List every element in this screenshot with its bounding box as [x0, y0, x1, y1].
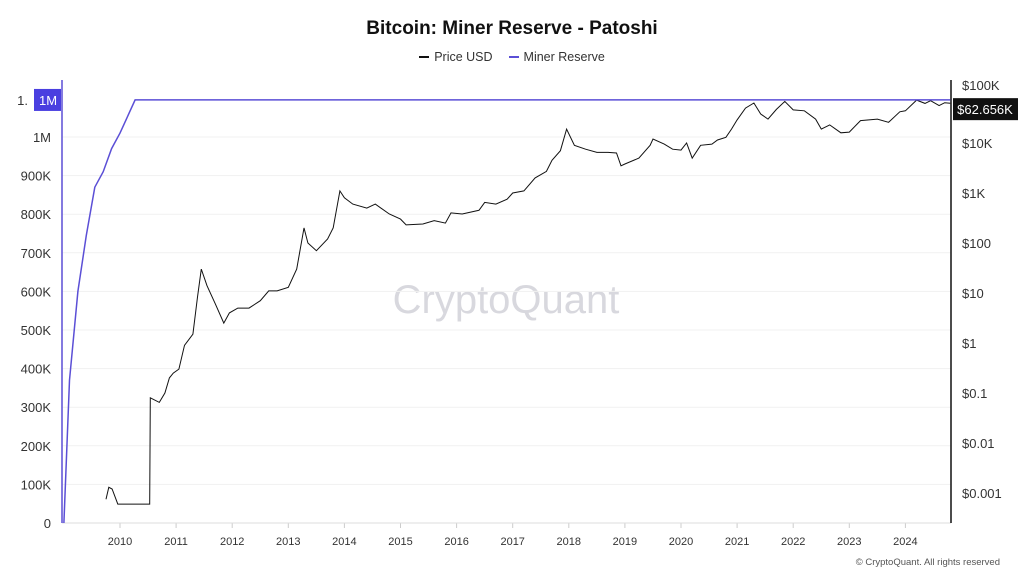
left-tick-label: 0	[44, 516, 51, 531]
price-usd-line	[105, 99, 951, 505]
right-tick-label: $1	[962, 336, 976, 351]
right-tick-label: $10	[962, 286, 984, 301]
left-tick-label: 600K	[21, 284, 52, 299]
x-tick-label: 2022	[781, 536, 805, 548]
x-tick-label: 2016	[444, 536, 468, 548]
miner-reserve-current-badge	[34, 88, 61, 111]
chart-title: Bitcoin: Miner Reserve - Patoshi	[366, 18, 658, 39]
x-tick-label: 2021	[725, 536, 749, 548]
x-tick-label: 2017	[500, 536, 524, 548]
x-tick-label: 2012	[220, 536, 244, 548]
x-tick-label: 2013	[276, 536, 300, 548]
legend: Price USD Miner Reserve	[0, 50, 1024, 64]
left-tick-label: 700K	[21, 246, 52, 261]
legend-swatch	[508, 56, 519, 58]
right-tick-label: $0.1	[962, 386, 987, 401]
right-tick-label: $100	[962, 236, 991, 251]
legend-swatch	[419, 56, 430, 58]
x-tick-label: 2018	[557, 536, 581, 548]
legend-item-miner-reserve[interactable]: Miner Reserve	[508, 50, 605, 64]
right-tick-label: $10K	[962, 136, 993, 151]
price-current-value: $62.656K	[957, 102, 1013, 117]
right-tick-label: $0.01	[962, 436, 995, 451]
x-tick-label: 2011	[164, 536, 188, 548]
x-tick-label: 2020	[669, 536, 693, 548]
right-tick-label: $1K	[962, 186, 985, 201]
price-current-badge	[953, 98, 1018, 121]
x-tick-label: 2010	[108, 536, 132, 548]
watermark: CryptoQuant	[393, 278, 620, 322]
left-tick-label: 400K	[21, 362, 52, 377]
right-tick-label: $0.001	[962, 486, 1002, 501]
left-tick-label: 300K	[21, 400, 52, 415]
left-tick-label-clipped: 1.	[17, 93, 28, 108]
miner-reserve-current-value: 1M	[39, 93, 57, 108]
x-tick-label: 2023	[837, 536, 861, 548]
left-tick-label: 1M	[33, 130, 51, 145]
left-tick-label: 200K	[21, 439, 52, 454]
copyright-footer: © CryptoQuant. All rights reserved	[855, 557, 1000, 568]
right-tick-label: $100K	[962, 78, 1000, 93]
left-tick-label: 100K	[21, 477, 52, 492]
left-tick-label: 500K	[21, 323, 52, 338]
legend-label: Price USD	[434, 50, 493, 64]
x-tick-label: 2015	[388, 536, 412, 548]
left-tick-label: 900K	[21, 169, 52, 184]
left-tick-label: 800K	[21, 207, 52, 222]
miner-reserve-line	[63, 99, 951, 524]
x-tick-label: 2024	[893, 536, 917, 548]
legend-label: Miner Reserve	[523, 50, 605, 64]
legend-item-price[interactable]: Price USD	[419, 50, 493, 64]
x-tick-label: 2019	[613, 536, 637, 548]
x-tick-label: 2014	[332, 536, 356, 548]
